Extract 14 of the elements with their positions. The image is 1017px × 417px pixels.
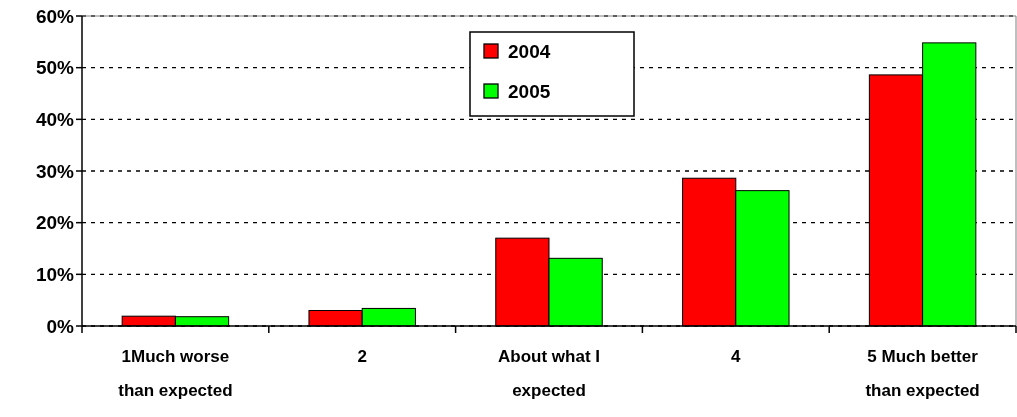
y-tick-label: 0% bbox=[46, 315, 75, 337]
y-tick-label: 60% bbox=[35, 5, 75, 27]
y-tick-label: 40% bbox=[35, 108, 75, 130]
x-tick-label: 5 Much better than expected bbox=[865, 347, 980, 400]
legend-label: 2005 bbox=[508, 80, 551, 102]
x-tick-label: About what I expected bbox=[498, 347, 600, 400]
x-tick-label: 2 bbox=[357, 347, 367, 366]
legend-label: 2004 bbox=[508, 40, 551, 62]
y-tick-label: 50% bbox=[35, 57, 75, 79]
y-tick-label: 30% bbox=[35, 160, 75, 182]
y-tick-label: 20% bbox=[35, 212, 75, 234]
x-tick-label: 1Much worse than expected bbox=[118, 347, 233, 400]
y-tick-label: 10% bbox=[35, 263, 75, 285]
x-tick-label: 4 bbox=[731, 347, 742, 366]
